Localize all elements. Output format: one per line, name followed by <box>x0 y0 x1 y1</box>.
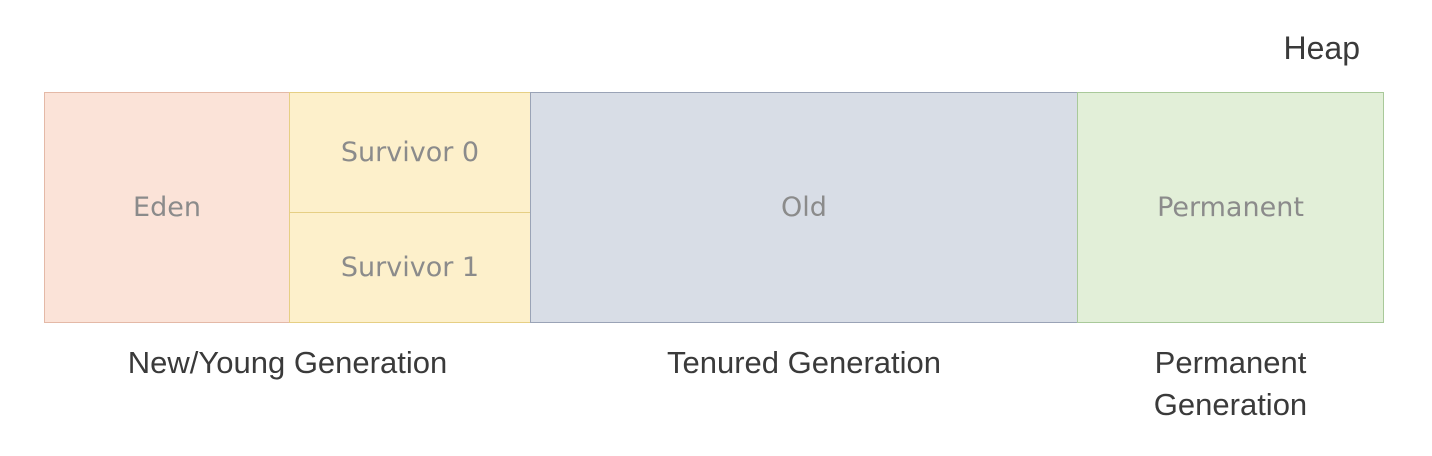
young-generation-label: New/Young Generation <box>127 345 448 380</box>
eden-label: Eden <box>133 192 201 223</box>
permanent-region-label: Permanent <box>1157 192 1304 223</box>
old-label: Old <box>781 192 827 223</box>
old-region: Old <box>530 92 1078 323</box>
permanent-generation-line-2: Generation <box>1153 387 1308 422</box>
permanent-generation-line-1: Permanent <box>1154 345 1307 380</box>
eden-region: Eden <box>44 92 290 323</box>
survivor-1-label: Survivor 1 <box>340 252 480 283</box>
tenured-generation-label: Tenured Generation <box>666 345 942 380</box>
permanent-generation-label: Permanent Generation <box>1077 342 1384 426</box>
heap-label: Heap <box>1283 30 1361 66</box>
survivor-0-label: Survivor 0 <box>340 137 480 168</box>
survivor-0-region: Survivor 0 <box>289 92 531 213</box>
permanent-region: Permanent <box>1077 92 1384 323</box>
survivor-1-region: Survivor 1 <box>289 212 531 323</box>
